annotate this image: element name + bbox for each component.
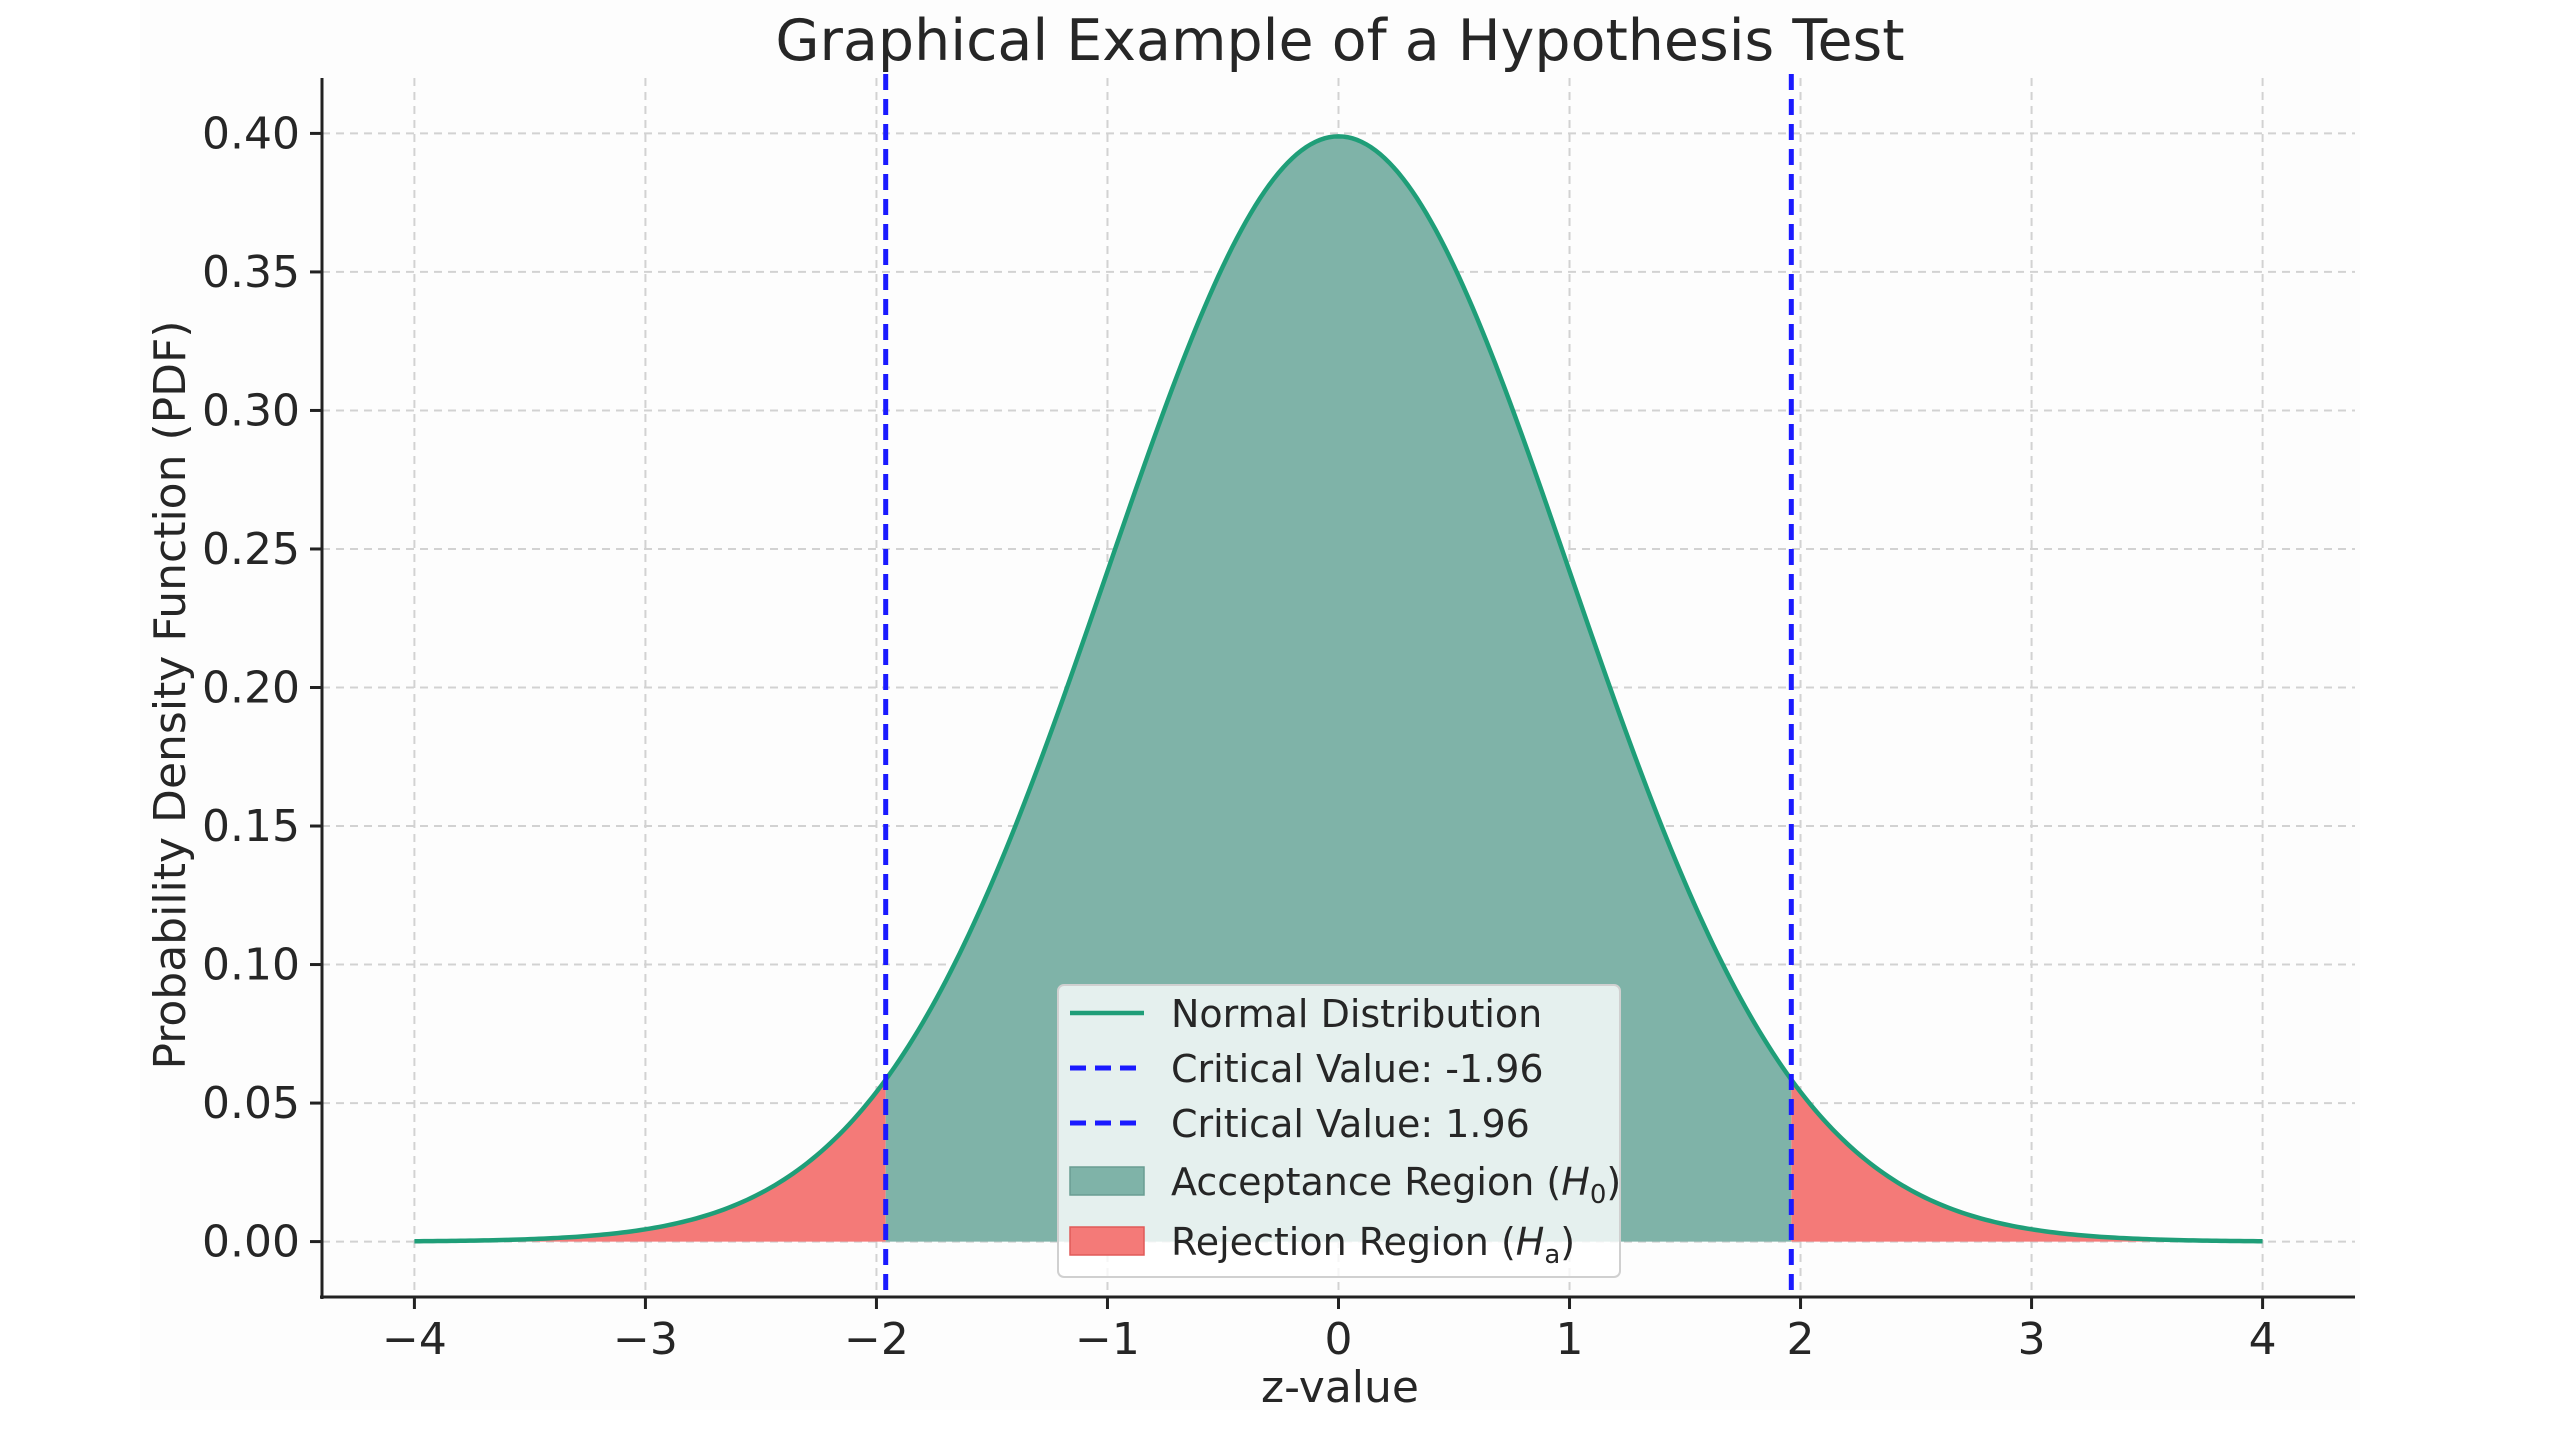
legend-handle-rejection	[1069, 1226, 1145, 1256]
y-tick-label: 0.25	[202, 524, 300, 575]
legend-label-critical-left: Critical Value: -1.96	[1171, 1047, 1544, 1091]
legend-text-symbol: H	[1561, 1160, 1590, 1204]
rejection-region-left	[414, 1079, 886, 1242]
legend-handle-acceptance	[1069, 1166, 1145, 1196]
legend: Normal Distribution Critical Value: -1.96…	[1057, 984, 1621, 1278]
legend-label-normal: Normal Distribution	[1171, 992, 1542, 1036]
chart-title: Graphical Example of a Hypothesis Test	[775, 8, 1904, 74]
x-tick-label: 3	[2018, 1314, 2046, 1365]
legend-text-main: Acceptance Region (	[1171, 1160, 1561, 1204]
legend-label-acceptance: Acceptance Region (H0)	[1171, 1160, 1621, 1210]
critical-lines	[883, 74, 1794, 1297]
y-tick-label: 0.35	[202, 247, 300, 298]
x-tick-label: 1	[1556, 1314, 1584, 1365]
x-tick-label: 2	[1787, 1314, 1815, 1365]
x-tick-label: 4	[2249, 1314, 2277, 1365]
x-tick-label: −4	[382, 1314, 447, 1365]
fill-areas	[414, 136, 2263, 1242]
legend-text-main: Rejection Region (	[1171, 1220, 1516, 1264]
y-tick-label: 0.15	[202, 801, 300, 852]
legend-label-rejection: Rejection Region (Ha)	[1171, 1220, 1575, 1270]
x-tick-label: −2	[844, 1314, 909, 1365]
legend-box	[1057, 984, 1621, 1278]
legend-text-subscript: 0	[1590, 1180, 1607, 1210]
legend-text-symbol: H	[1516, 1220, 1545, 1264]
legend-text-subscript: a	[1544, 1240, 1560, 1270]
y-tick-label: 0.10	[202, 940, 300, 991]
x-tick-label: −1	[1075, 1314, 1140, 1365]
legend-label-critical-right: Critical Value: 1.96	[1171, 1102, 1530, 1146]
y-tick-label: 0.05	[202, 1078, 300, 1129]
curve-layer	[414, 134, 2263, 1244]
legend-text-tail: )	[1560, 1220, 1575, 1264]
rejection-region-right	[1791, 1079, 2263, 1242]
acceptance-region	[885, 136, 1792, 1242]
y-tick-label: 0.30	[202, 385, 300, 436]
ticks: −4 −3 −2 −1 0 1 2 3 4 0.00 0.05 0.10 0.15 0.20 0.25 0.3…	[202, 108, 2277, 1365]
y-axis-label: Probability Density Function (PDF)	[145, 320, 196, 1069]
normal-distribution-curve	[414, 134, 2263, 1244]
legend-text-tail: )	[1606, 1160, 1621, 1204]
x-tick-label: 0	[1325, 1314, 1353, 1365]
y-tick-label: 0.40	[202, 108, 300, 159]
x-axis-label: z-value	[1261, 1362, 1419, 1413]
x-tick-label: −3	[613, 1314, 678, 1365]
y-tick-label: 0.00	[202, 1217, 300, 1268]
y-tick-label: 0.20	[202, 663, 300, 714]
